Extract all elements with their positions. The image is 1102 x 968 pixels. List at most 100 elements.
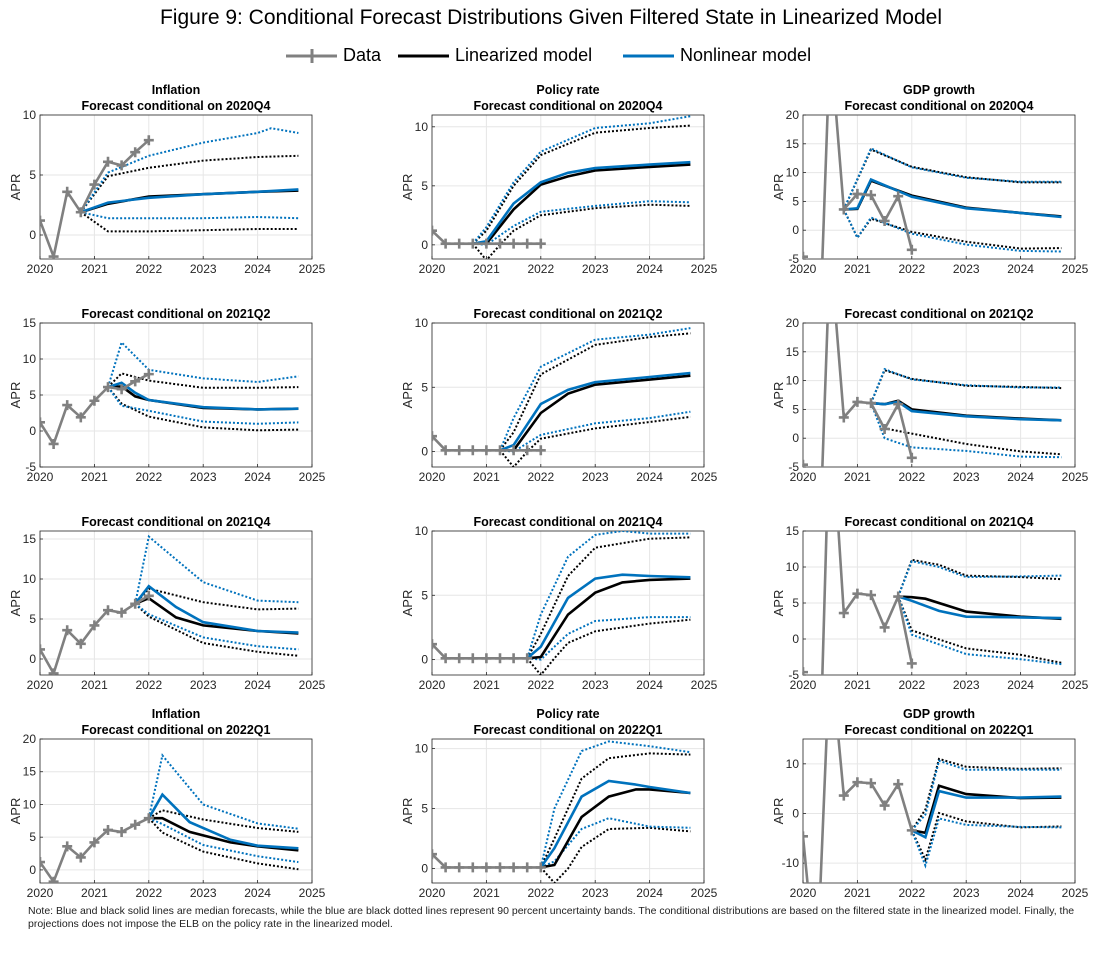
nonlinear-median-line [472,160,691,245]
panel-title: Forecast conditional on 2022Q1 [845,723,1034,737]
data-marker [432,849,437,860]
data-marker [116,160,127,171]
data-marker [508,862,519,873]
legend: Data Linearized model Nonlinear model [0,44,1102,68]
nonlinear-upper-band [842,147,1062,210]
x-tick-label: 2021 [81,886,108,900]
linearized-upper-band [472,124,691,245]
plot-series [803,739,1062,883]
x-tick-label: 2025 [691,886,718,900]
data-marker [62,186,73,197]
data-marker [522,862,533,873]
data-marker [879,423,890,434]
data-marker [879,622,890,633]
data-marker [535,862,546,873]
x-tick-label: 2024 [244,678,271,692]
nonlinear-median-line [897,595,1062,620]
x-tick-label: 2025 [691,262,718,276]
y-tick-label: -5 [788,252,799,266]
y-tick-label: 5 [421,588,428,602]
data-marker [432,639,437,650]
x-tick-label: 2024 [636,470,663,484]
data-marker [116,826,127,837]
y-tick-label: -10 [782,856,800,870]
x-tick-label: 2025 [299,886,326,900]
data-marker [40,215,45,226]
y-tick-label: 5 [421,380,428,394]
x-tick-label: 2021 [81,678,108,692]
plot-series [432,115,691,259]
panel-title: Forecast conditional on 2020Q4 [845,99,1034,113]
data-marker [40,417,45,428]
plot-area-box [431,322,705,468]
data-marker [432,431,437,442]
y-tick-label: -5 [788,668,799,682]
x-tick-label: 2021 [844,886,871,900]
y-axis-label: APR [400,590,415,617]
data-marker [143,813,154,824]
plot-area-box [39,738,313,884]
linearized-median-line [540,788,691,869]
x-tick-label: 2020 [790,886,817,900]
data-marker [89,837,100,848]
x-tick-label: 2020 [27,886,54,900]
x-tick-label: 2024 [1007,470,1034,484]
y-tick-label: 10 [786,757,800,771]
linearized-lower-band [870,402,1062,456]
panel-title: Forecast conditional on 2021Q4 [845,515,1034,529]
linearized-lower-band [107,386,299,432]
data-marker [906,244,917,255]
x-tick-label: 2021 [844,470,871,484]
data-marker [440,653,451,664]
panel-title: Forecast conditional on 2020Q4 [474,99,663,113]
plot-series [40,534,299,675]
nonlinear-median-line [911,789,1062,840]
y-tick-label: 0 [792,806,799,820]
x-tick-label: 2023 [190,470,217,484]
y-tick-label: 5 [29,168,36,182]
nonlinear-upper-band [526,531,691,659]
y-tick-label: 10 [23,352,37,366]
data-marker [440,238,451,249]
data-marker [495,238,505,249]
x-tick-label: 2023 [582,262,609,276]
x-tick-label: 2022 [898,678,925,692]
x-tick-label: 2025 [299,470,326,484]
x-tick-label: 2024 [636,262,663,276]
x-tick-label: 2024 [244,262,271,276]
x-tick-label: 2025 [691,470,718,484]
legend-data-swatch [286,49,337,63]
y-tick-label: 15 [23,765,37,779]
y-tick-label: 5 [29,612,36,626]
y-tick-label: 5 [29,830,36,844]
x-tick-label: 2021 [473,886,500,900]
nonlinear-upper-band [499,327,691,451]
linearized-median-line [527,577,691,660]
x-tick-label: 2022 [898,886,925,900]
nonlinear-lower-band [134,603,299,651]
y-tick-label: 10 [786,560,800,574]
nonlinear-lower-band [499,410,691,453]
data-marker [893,779,904,790]
data-marker [454,862,465,873]
y-axis-label: APR [771,174,786,201]
nonlinear-lower-band [910,817,1062,869]
y-tick-label: -5 [25,460,36,474]
data-marker [130,598,141,609]
data-marker [508,445,519,456]
x-tick-label: 2022 [135,886,162,900]
y-tick-label: 10 [415,742,429,756]
nonlinear-upper-band [472,115,691,245]
x-tick-label: 2023 [953,886,980,900]
plot-series [432,740,691,883]
data-marker [48,251,59,259]
data-marker [62,400,73,411]
nonlinear-lower-band [80,211,299,220]
x-tick-label: 2025 [299,262,326,276]
nonlinear-median-line [499,371,691,452]
y-tick-label: 10 [23,108,37,122]
